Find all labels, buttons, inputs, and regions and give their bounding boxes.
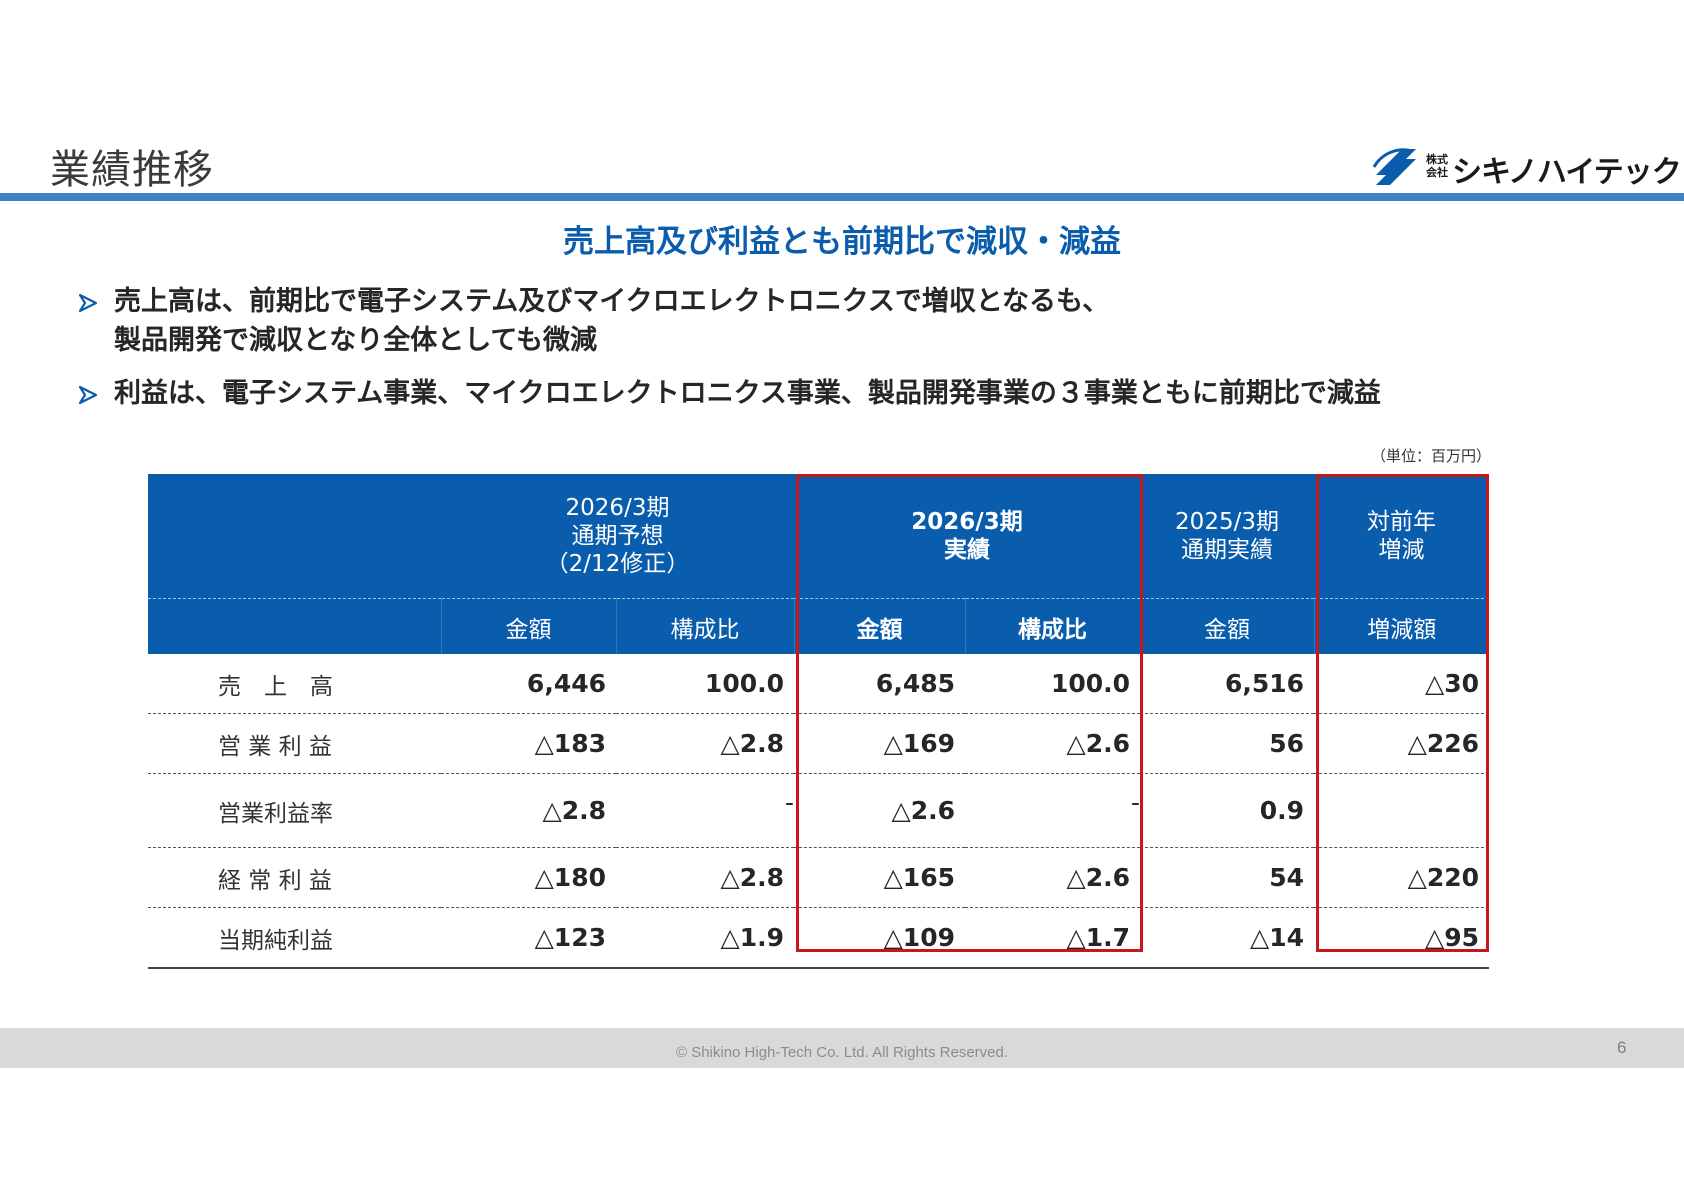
header-forecast-line2: 通期予想	[571, 523, 664, 549]
row-label: 売 上 高	[148, 654, 441, 714]
cell-value: △180	[441, 847, 616, 908]
logo-s-mark-icon	[1372, 148, 1416, 185]
cell-value: △123	[441, 907, 616, 969]
arrow-bullet-icon	[78, 293, 98, 313]
row-label: 当期純利益	[148, 907, 441, 969]
logo-small-text: 株式会社	[1426, 153, 1448, 179]
cell-value: △14	[1140, 907, 1315, 969]
cell-value	[1314, 773, 1490, 848]
cell-value: △2.6	[965, 847, 1141, 908]
table-sub-header-row: 金額 構成比 金額 構成比 金額 増減額	[148, 598, 1490, 654]
subheader-actual-amount: 金額	[793, 598, 965, 654]
header-change-line2: 増減	[1378, 537, 1425, 563]
header-actual-line1: 2026/3期	[911, 509, 1023, 535]
table-row: 経 常 利 益 △180 △2.8 △165 △2.6 54 △220	[148, 847, 1490, 908]
cell-value: 100.0	[965, 654, 1141, 714]
cell-value: △165	[794, 847, 965, 908]
table-row: 営業利益率 △2.8 - △2.6 - 0.9	[148, 773, 1490, 848]
copyright: © Shikino High-Tech Co. Ltd. All Rights …	[675, 1044, 1009, 1061]
company-logo: 株式会社 シキノハイテック	[1372, 145, 1682, 190]
header-rule	[0, 193, 1684, 201]
cell-value: △2.8	[616, 847, 794, 908]
footer-band	[0, 1028, 1684, 1068]
bullet-list: 売上高は、前期比で電子システム及びマイクロエレクトロニクスで増収となるも、 製品…	[78, 282, 1381, 413]
logo-name: シキノハイテック	[1452, 155, 1682, 190]
subheader-change-amount: 増減額	[1313, 598, 1490, 654]
cell-value: △2.8	[616, 713, 794, 774]
header-forecast-line3: （2/12修正）	[545, 551, 690, 577]
cell-value: △169	[794, 713, 965, 774]
cell-value: △95	[1314, 907, 1490, 969]
cell-value: △220	[1314, 847, 1490, 908]
cell-value: △2.8	[441, 773, 616, 848]
bullet-sales: 売上高は、前期比で電子システム及びマイクロエレクトロニクスで増収となるも、 製品…	[78, 282, 1381, 360]
cell-value: -	[616, 773, 794, 848]
cell-value: 6,446	[441, 654, 616, 714]
table-row: 売 上 高 6,446 100.0 6,485 100.0 6,516 △30	[148, 654, 1490, 714]
headline: 売上高及び利益とも前期比で減収・減益	[563, 224, 1121, 260]
header-change: 対前年 増減	[1314, 474, 1490, 599]
bullet-sales-line2: 製品開発で減収となり全体としても微減	[114, 325, 598, 356]
cell-value: △30	[1314, 654, 1490, 714]
cell-value: △183	[441, 713, 616, 774]
cell-value: 100.0	[616, 654, 794, 714]
subheader-blank	[148, 598, 441, 654]
page-title: 業績推移	[50, 147, 214, 193]
cell-value: 54	[1140, 847, 1315, 908]
bullet-profit: 利益は、電子システム事業、マイクロエレクトロニクス事業、製品開発事業の３事業とも…	[78, 374, 1381, 413]
cell-value: △226	[1314, 713, 1490, 774]
cell-value: △2.6	[965, 713, 1141, 774]
header-forecast: 2026/3期 通期予想 （2/12修正）	[441, 474, 794, 599]
subheader-forecast-ratio: 構成比	[615, 598, 794, 654]
header-change-line1: 対前年	[1367, 509, 1437, 535]
cell-value: 0.9	[1140, 773, 1315, 848]
row-label: 営 業 利 益	[148, 713, 441, 774]
bullet-profit-line1: 利益は、電子システム事業、マイクロエレクトロニクス事業、製品開発事業の３事業とも…	[114, 378, 1381, 409]
cell-value: -	[965, 773, 1141, 848]
results-table: 2026/3期 通期予想 （2/12修正） 2026/3期 実績 2025/3期…	[148, 474, 1490, 969]
cell-value: △1.7	[965, 907, 1141, 969]
cell-value: △109	[794, 907, 965, 969]
header-actual-line2: 実績	[944, 537, 990, 563]
bullet-sales-line1: 売上高は、前期比で電子システム及びマイクロエレクトロニクスで増収となるも、	[114, 286, 1110, 317]
subheader-actual-ratio: 構成比	[964, 598, 1141, 654]
unit-note: （単位：百万円）	[1370, 447, 1491, 465]
table-group-header-row: 2026/3期 通期予想 （2/12修正） 2026/3期 実績 2025/3期…	[148, 474, 1490, 599]
cell-value: △1.9	[616, 907, 794, 969]
row-label: 経 常 利 益	[148, 847, 441, 908]
table-row: 当期純利益 △123 △1.9 △109 △1.7 △14 △95	[148, 907, 1490, 969]
subheader-prior-amount: 金額	[1139, 598, 1315, 654]
cell-value: △2.6	[794, 773, 965, 848]
header-prior: 2025/3期 通期実績	[1140, 474, 1315, 599]
row-label: 営業利益率	[148, 773, 441, 848]
table-row: 営 業 利 益 △183 △2.8 △169 △2.6 56 △226	[148, 713, 1490, 774]
header-forecast-line1: 2026/3期	[565, 495, 670, 521]
cell-value: 6,516	[1140, 654, 1315, 714]
header-actual: 2026/3期 実績	[794, 474, 1141, 599]
subheader-forecast-amount: 金額	[440, 598, 616, 654]
cell-value: 56	[1140, 713, 1315, 774]
header-prior-line2: 通期実績	[1181, 537, 1274, 563]
arrow-bullet-icon	[78, 385, 98, 405]
page-number: 6	[1617, 1038, 1627, 1057]
header-blank	[148, 474, 441, 599]
cell-value: 6,485	[794, 654, 965, 714]
header-prior-line1: 2025/3期	[1175, 509, 1279, 535]
